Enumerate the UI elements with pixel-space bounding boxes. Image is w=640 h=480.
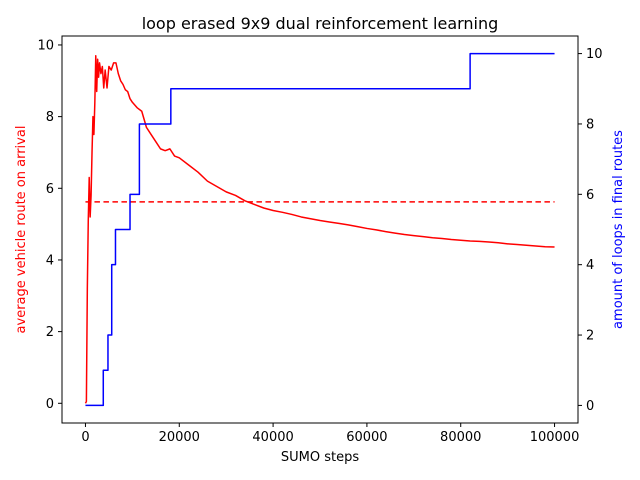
x-tick-label: 0 [81, 430, 89, 445]
chart-title: loop erased 9x9 dual reinforcement learn… [142, 14, 499, 33]
y-left-tick-label: 6 [46, 182, 54, 197]
y-right-tick-label: 8 [586, 117, 594, 132]
y-left-tick-label: 10 [37, 38, 54, 53]
y-left-tick-label: 8 [46, 110, 54, 125]
y-right-tick-label: 0 [586, 399, 594, 414]
y-left-tick-label: 4 [46, 253, 54, 268]
x-tick-label: 40000 [252, 430, 293, 445]
plot-frame [61, 35, 579, 424]
y-left-tick-label: 2 [46, 325, 54, 340]
x-axis: 0 20000 40000 60000 80000 100000 [81, 423, 579, 445]
y-right-tick-label: 2 [586, 329, 594, 344]
y-left-tick-label: 0 [46, 397, 54, 412]
loops-step-series-line [85, 52, 555, 407]
y-right-tick-label: 4 [586, 258, 594, 273]
x-tick-label: 100000 [530, 430, 580, 445]
y-right-tick-label: 6 [586, 188, 594, 203]
y-axis-right-title: amount of loops in final routes [611, 130, 626, 329]
x-axis-title: SUMO steps [281, 450, 359, 465]
y-axis-left-title: average vehicle route on arrival [14, 126, 29, 334]
x-tick-label: 80000 [440, 430, 481, 445]
avg-route-series-line [84, 54, 555, 404]
y-right-tick-label: 10 [586, 47, 603, 62]
y-axis-right: 0 2 4 6 8 10 [578, 47, 603, 414]
y-axis-left: 0 2 4 6 8 10 [37, 38, 62, 412]
x-tick-label: 60000 [346, 430, 387, 445]
x-tick-label: 20000 [159, 430, 200, 445]
plot-lines [84, 52, 555, 407]
